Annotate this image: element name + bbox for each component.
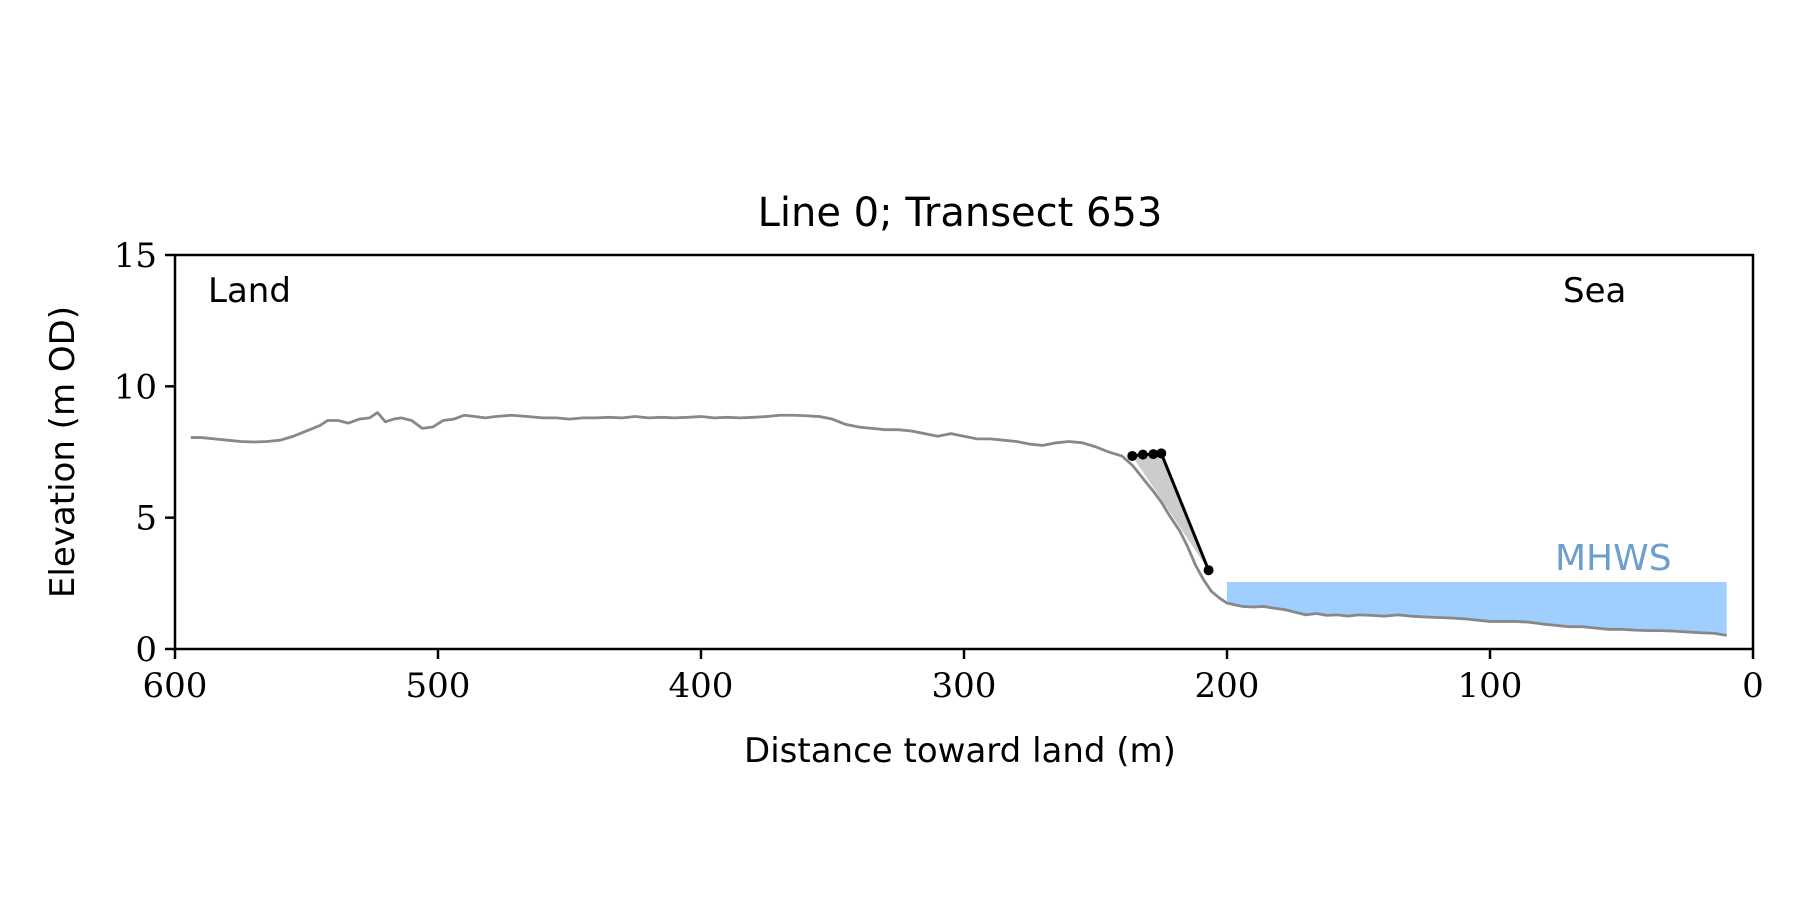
land-annotation: Land	[208, 271, 291, 311]
y-axis-label: Elevation (m OD)	[43, 306, 83, 598]
mhws-layer	[1227, 582, 1727, 636]
sea-annotation: Sea	[1563, 271, 1626, 311]
x-tick-label: 500	[406, 666, 471, 706]
x-axis-label: Distance toward land (m)	[744, 731, 1176, 771]
cliff-point	[1203, 565, 1214, 576]
y-tick-label: 5	[135, 499, 157, 539]
cliff-point	[1137, 449, 1148, 460]
x-tick-label: 0	[1742, 666, 1764, 706]
x-tick-label: 600	[143, 666, 208, 706]
mhws-water-area	[1227, 582, 1727, 636]
x-axis-ticks: 600 500 400 300 200 100 0	[143, 649, 1764, 706]
y-tick-label: 0	[135, 630, 157, 670]
y-tick-label: 10	[114, 367, 157, 407]
mhws-label: MHWS	[1555, 538, 1672, 579]
cliff-shade-layer	[1132, 453, 1209, 571]
cliff-erosion-shade	[1132, 453, 1209, 571]
cliff-point	[1156, 448, 1167, 459]
profile-line	[190, 411, 1727, 637]
x-tick-label: 400	[669, 666, 734, 706]
x-tick-label: 300	[932, 666, 997, 706]
x-tick-label: 200	[1195, 666, 1260, 706]
chart-title: Line 0; Transect 653	[758, 190, 1163, 236]
cliff-point	[1127, 450, 1138, 461]
x-tick-label: 100	[1458, 666, 1523, 706]
cliff-point	[1148, 449, 1159, 460]
cliff-layer	[1127, 448, 1214, 576]
y-axis-ticks: 0 5 10 15	[114, 236, 175, 670]
profile-layer	[190, 411, 1727, 637]
y-tick-label: 15	[114, 236, 157, 276]
